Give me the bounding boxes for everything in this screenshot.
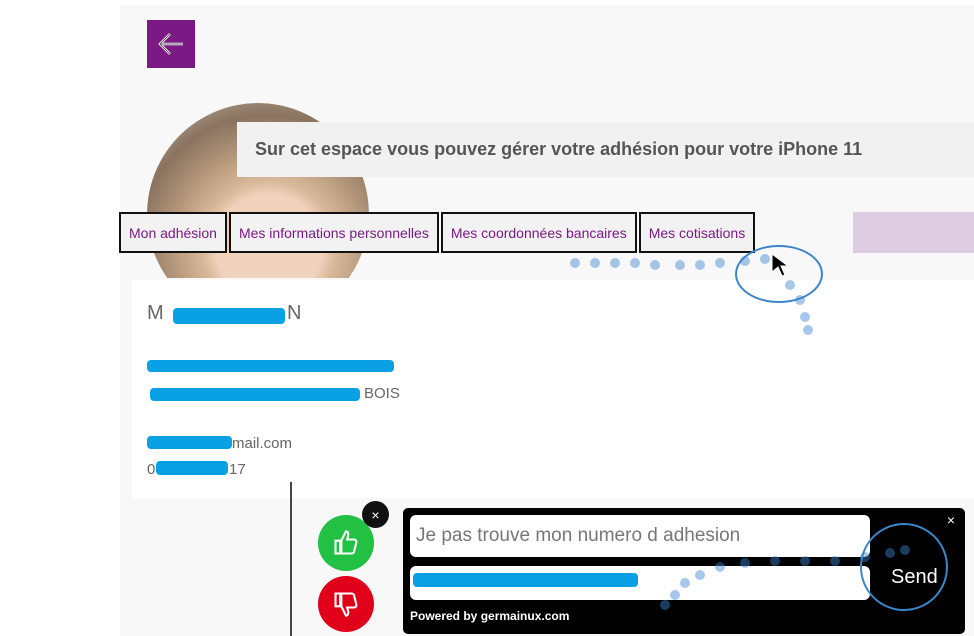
trail-dot xyxy=(590,258,600,268)
close-chat-button[interactable]: × xyxy=(946,512,955,528)
profile-name-start: M xyxy=(147,302,164,324)
trail-dot xyxy=(670,590,680,600)
page-banner: Sur cet espace vous pouvez gérer votre a… xyxy=(237,122,974,177)
trail-dot xyxy=(680,578,690,588)
trail-dot xyxy=(800,556,810,566)
trail-dot xyxy=(795,295,805,305)
trail-dot xyxy=(900,545,910,555)
trail-dot xyxy=(715,258,725,268)
profile-email: mail.com xyxy=(232,435,293,452)
redaction-mark xyxy=(150,388,360,401)
profile-phone-end: 17 xyxy=(229,461,246,478)
trail-dot xyxy=(885,548,895,558)
trail-dot xyxy=(610,258,620,268)
thumbs-up-icon xyxy=(334,530,358,555)
divider xyxy=(290,482,292,636)
like-button[interactable] xyxy=(318,515,374,571)
close-feedback-button[interactable]: × xyxy=(362,501,389,528)
tab-bar-fill xyxy=(853,212,974,253)
cursor-arrow-icon xyxy=(771,253,790,277)
back-button[interactable] xyxy=(147,20,195,68)
profile-city: BOIS xyxy=(364,385,400,402)
trail-dot xyxy=(740,558,750,568)
trail-dot xyxy=(770,556,780,566)
arrow-left-icon xyxy=(158,33,183,55)
message-input[interactable]: Je pas trouve mon numero d adhesion xyxy=(410,515,870,557)
trail-dot xyxy=(695,260,705,270)
tab-cotisations[interactable]: Mes cotisations xyxy=(638,212,756,253)
trail-dot xyxy=(803,325,813,335)
trail-dot xyxy=(830,556,840,566)
redaction-mark xyxy=(147,436,232,449)
trail-dot xyxy=(650,260,660,270)
profile-phone-start: 0 xyxy=(147,461,156,478)
profile-name-end: N xyxy=(287,302,302,324)
tab-bar: Mon adhésion Mes informations personnell… xyxy=(119,212,757,253)
trail-dot xyxy=(860,552,870,562)
thumbs-down-icon xyxy=(334,592,358,617)
trail-dot xyxy=(675,260,685,270)
dislike-button[interactable] xyxy=(318,576,374,632)
trail-dot xyxy=(715,562,725,572)
trail-dot xyxy=(760,254,770,264)
trail-dot xyxy=(800,312,810,322)
redaction-mark xyxy=(147,360,394,372)
redaction-mark xyxy=(156,461,228,475)
powered-by-link[interactable]: Powered by germainux.com xyxy=(410,609,570,623)
trail-dot xyxy=(740,256,750,266)
trail-dot xyxy=(785,280,795,290)
trail-dot xyxy=(695,570,705,580)
click-highlight-ring xyxy=(860,523,948,611)
trail-dot xyxy=(660,600,670,610)
trail-dot xyxy=(570,258,580,268)
redaction-mark xyxy=(173,308,285,324)
tab-mon-adhesion[interactable]: Mon adhésion xyxy=(119,212,227,253)
redaction-mark xyxy=(413,573,638,587)
trail-dot xyxy=(630,258,640,268)
tab-informations-personnelles[interactable]: Mes informations personnelles xyxy=(228,212,439,253)
tab-coordonnees-bancaires[interactable]: Mes coordonnées bancaires xyxy=(440,212,637,253)
click-highlight-ring xyxy=(735,245,823,303)
